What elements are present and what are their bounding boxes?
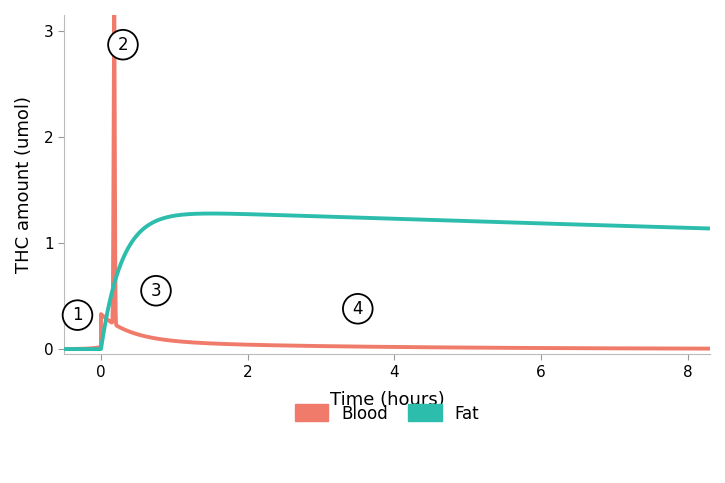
Legend: Blood, Fat: Blood, Fat [286, 396, 488, 431]
Text: 1: 1 [72, 306, 83, 324]
Y-axis label: THC amount (umol): THC amount (umol) [15, 96, 33, 273]
X-axis label: Time (hours): Time (hours) [330, 391, 444, 409]
Text: 4: 4 [352, 300, 363, 318]
Text: 3: 3 [151, 282, 161, 300]
Text: 2: 2 [117, 36, 128, 54]
